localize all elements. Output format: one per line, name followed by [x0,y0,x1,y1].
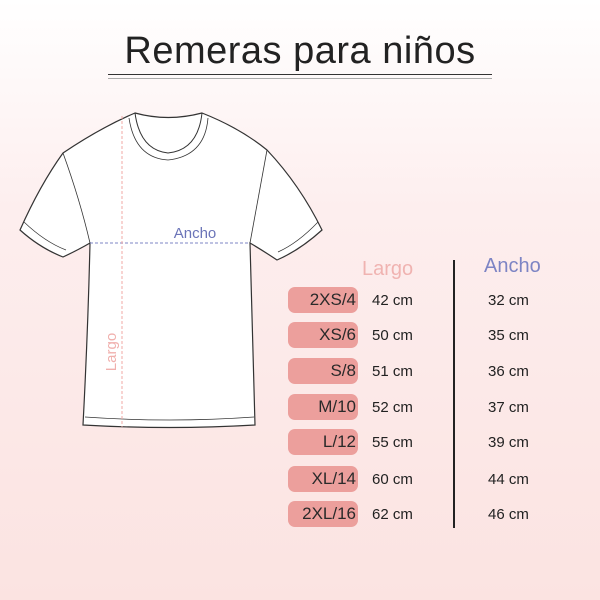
length-value: 51 cm [372,363,413,380]
length-value: 50 cm [372,327,413,344]
length-value: 60 cm [372,471,413,488]
length-label: Largo [103,333,120,371]
length-value: 62 cm [372,506,413,523]
right-cuff [277,221,319,253]
collar-inner [128,117,209,161]
size-badge: XL/14 [288,466,358,492]
title-underline-shadow [108,78,492,79]
length-value: 55 cm [372,434,413,451]
tshirt-outline [19,112,323,429]
size-badge: S/8 [288,358,358,384]
column-divider [453,260,455,528]
length-value: 42 cm [372,292,413,309]
width-header: Ancho [484,255,541,277]
size-badge: M/10 [288,394,358,420]
right-sleeve-seam [249,149,268,244]
width-value: 44 cm [488,471,529,488]
width-value: 37 cm [488,399,529,416]
page-title: Remeras para niños [124,30,476,72]
width-label: Ancho [174,225,217,242]
hem-line [84,416,255,421]
width-value: 39 cm [488,434,529,451]
width-value: 35 cm [488,327,529,344]
size-badge: 2XS/4 [288,287,358,313]
left-cuff [23,221,67,251]
length-value: 52 cm [372,399,413,416]
width-value: 46 cm [488,506,529,523]
size-badge: L/12 [288,429,358,455]
size-badge: XS/6 [288,322,358,348]
title-underline [108,74,492,75]
collar [134,112,203,154]
length-header: Largo [362,258,414,280]
size-badge: 2XL/16 [288,501,358,527]
width-value: 32 cm [488,292,529,309]
width-value: 36 cm [488,363,529,380]
left-sleeve-seam [62,152,91,244]
